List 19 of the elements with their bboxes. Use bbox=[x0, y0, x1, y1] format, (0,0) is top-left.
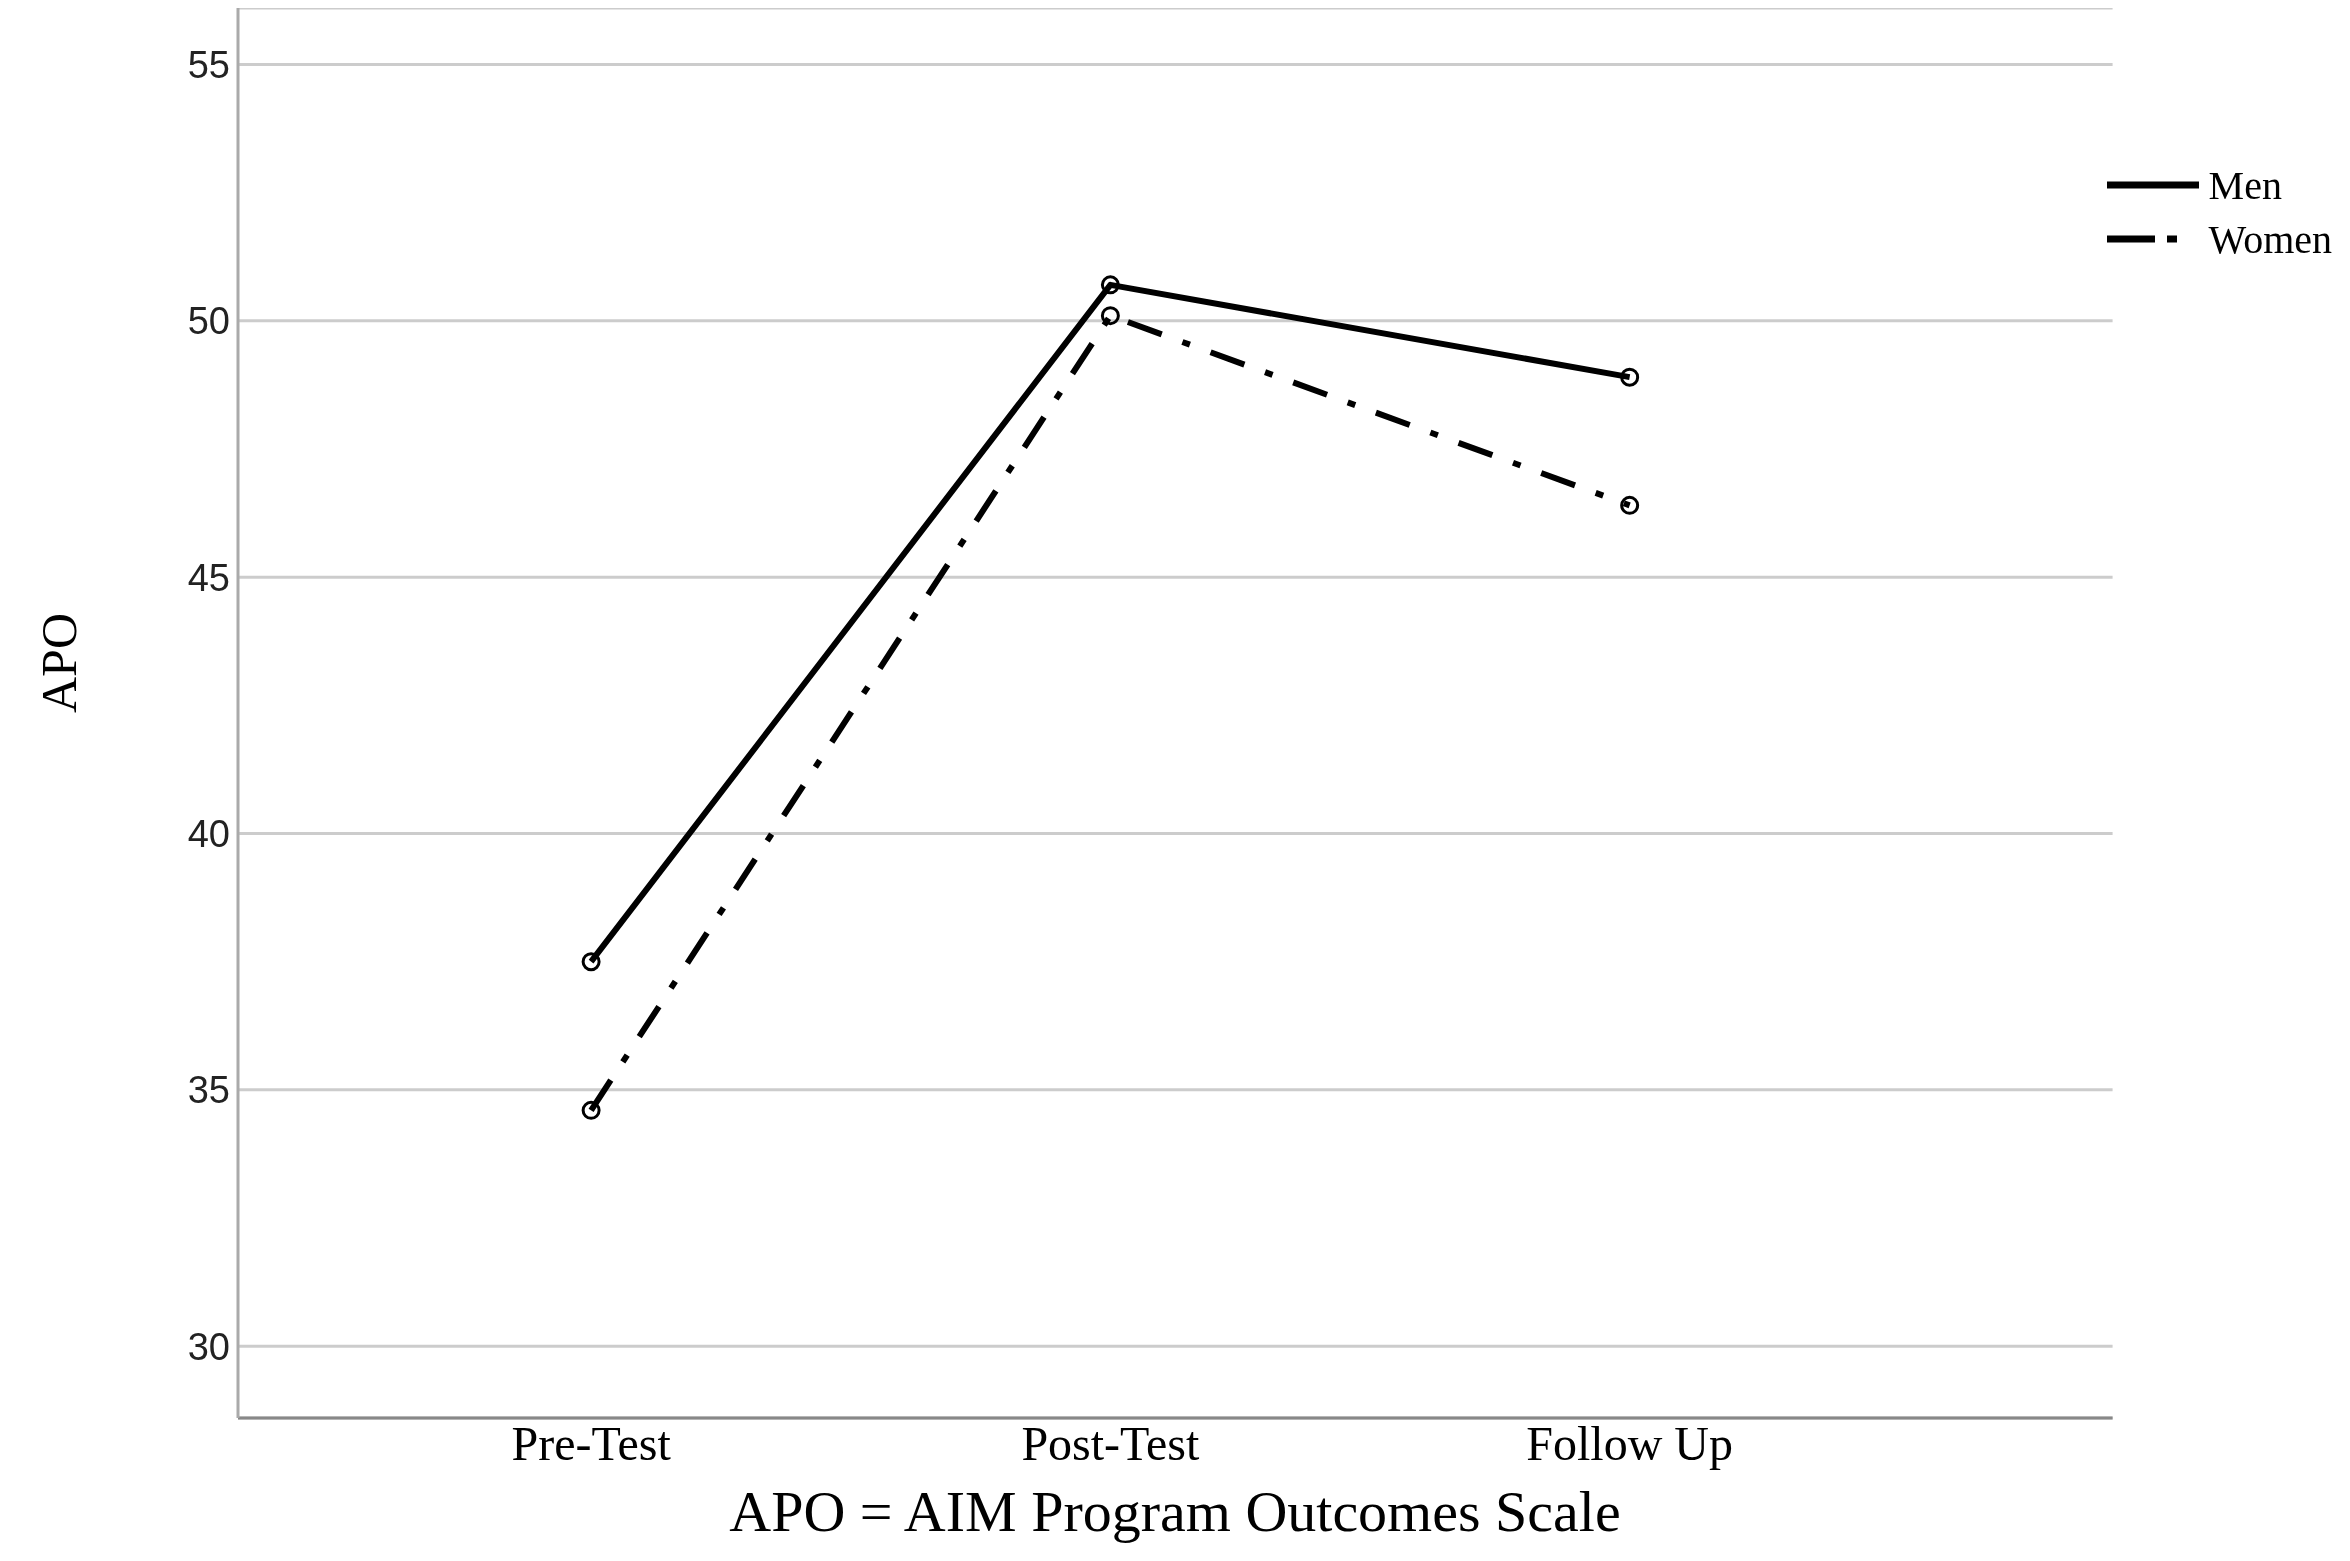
legend-label: Men bbox=[2208, 161, 2282, 209]
x-tick-label: Post-Test bbox=[1021, 1417, 1201, 1471]
point bbox=[1100, 306, 1120, 326]
point bbox=[1620, 495, 1640, 515]
y-tick-label: 50 bbox=[187, 300, 230, 343]
y-tick-label: 30 bbox=[187, 1325, 230, 1368]
point bbox=[581, 1100, 601, 1120]
point bbox=[1100, 275, 1120, 295]
x-tick-label: Pre-Test bbox=[511, 1417, 672, 1471]
y-tick-label: 40 bbox=[187, 812, 230, 855]
point bbox=[581, 952, 601, 972]
y-axis-title: APO bbox=[30, 612, 87, 713]
y-tick-label: 35 bbox=[187, 1069, 230, 1112]
text: APO = AIM Program Outcomes Scale bbox=[728, 1478, 1622, 1545]
point bbox=[1620, 367, 1640, 387]
legend-label: Women bbox=[2208, 215, 2332, 263]
x-tick-label: Follow Up bbox=[1526, 1417, 1734, 1471]
y-tick-label: 45 bbox=[187, 556, 230, 599]
y-tick-label: 55 bbox=[187, 43, 230, 86]
